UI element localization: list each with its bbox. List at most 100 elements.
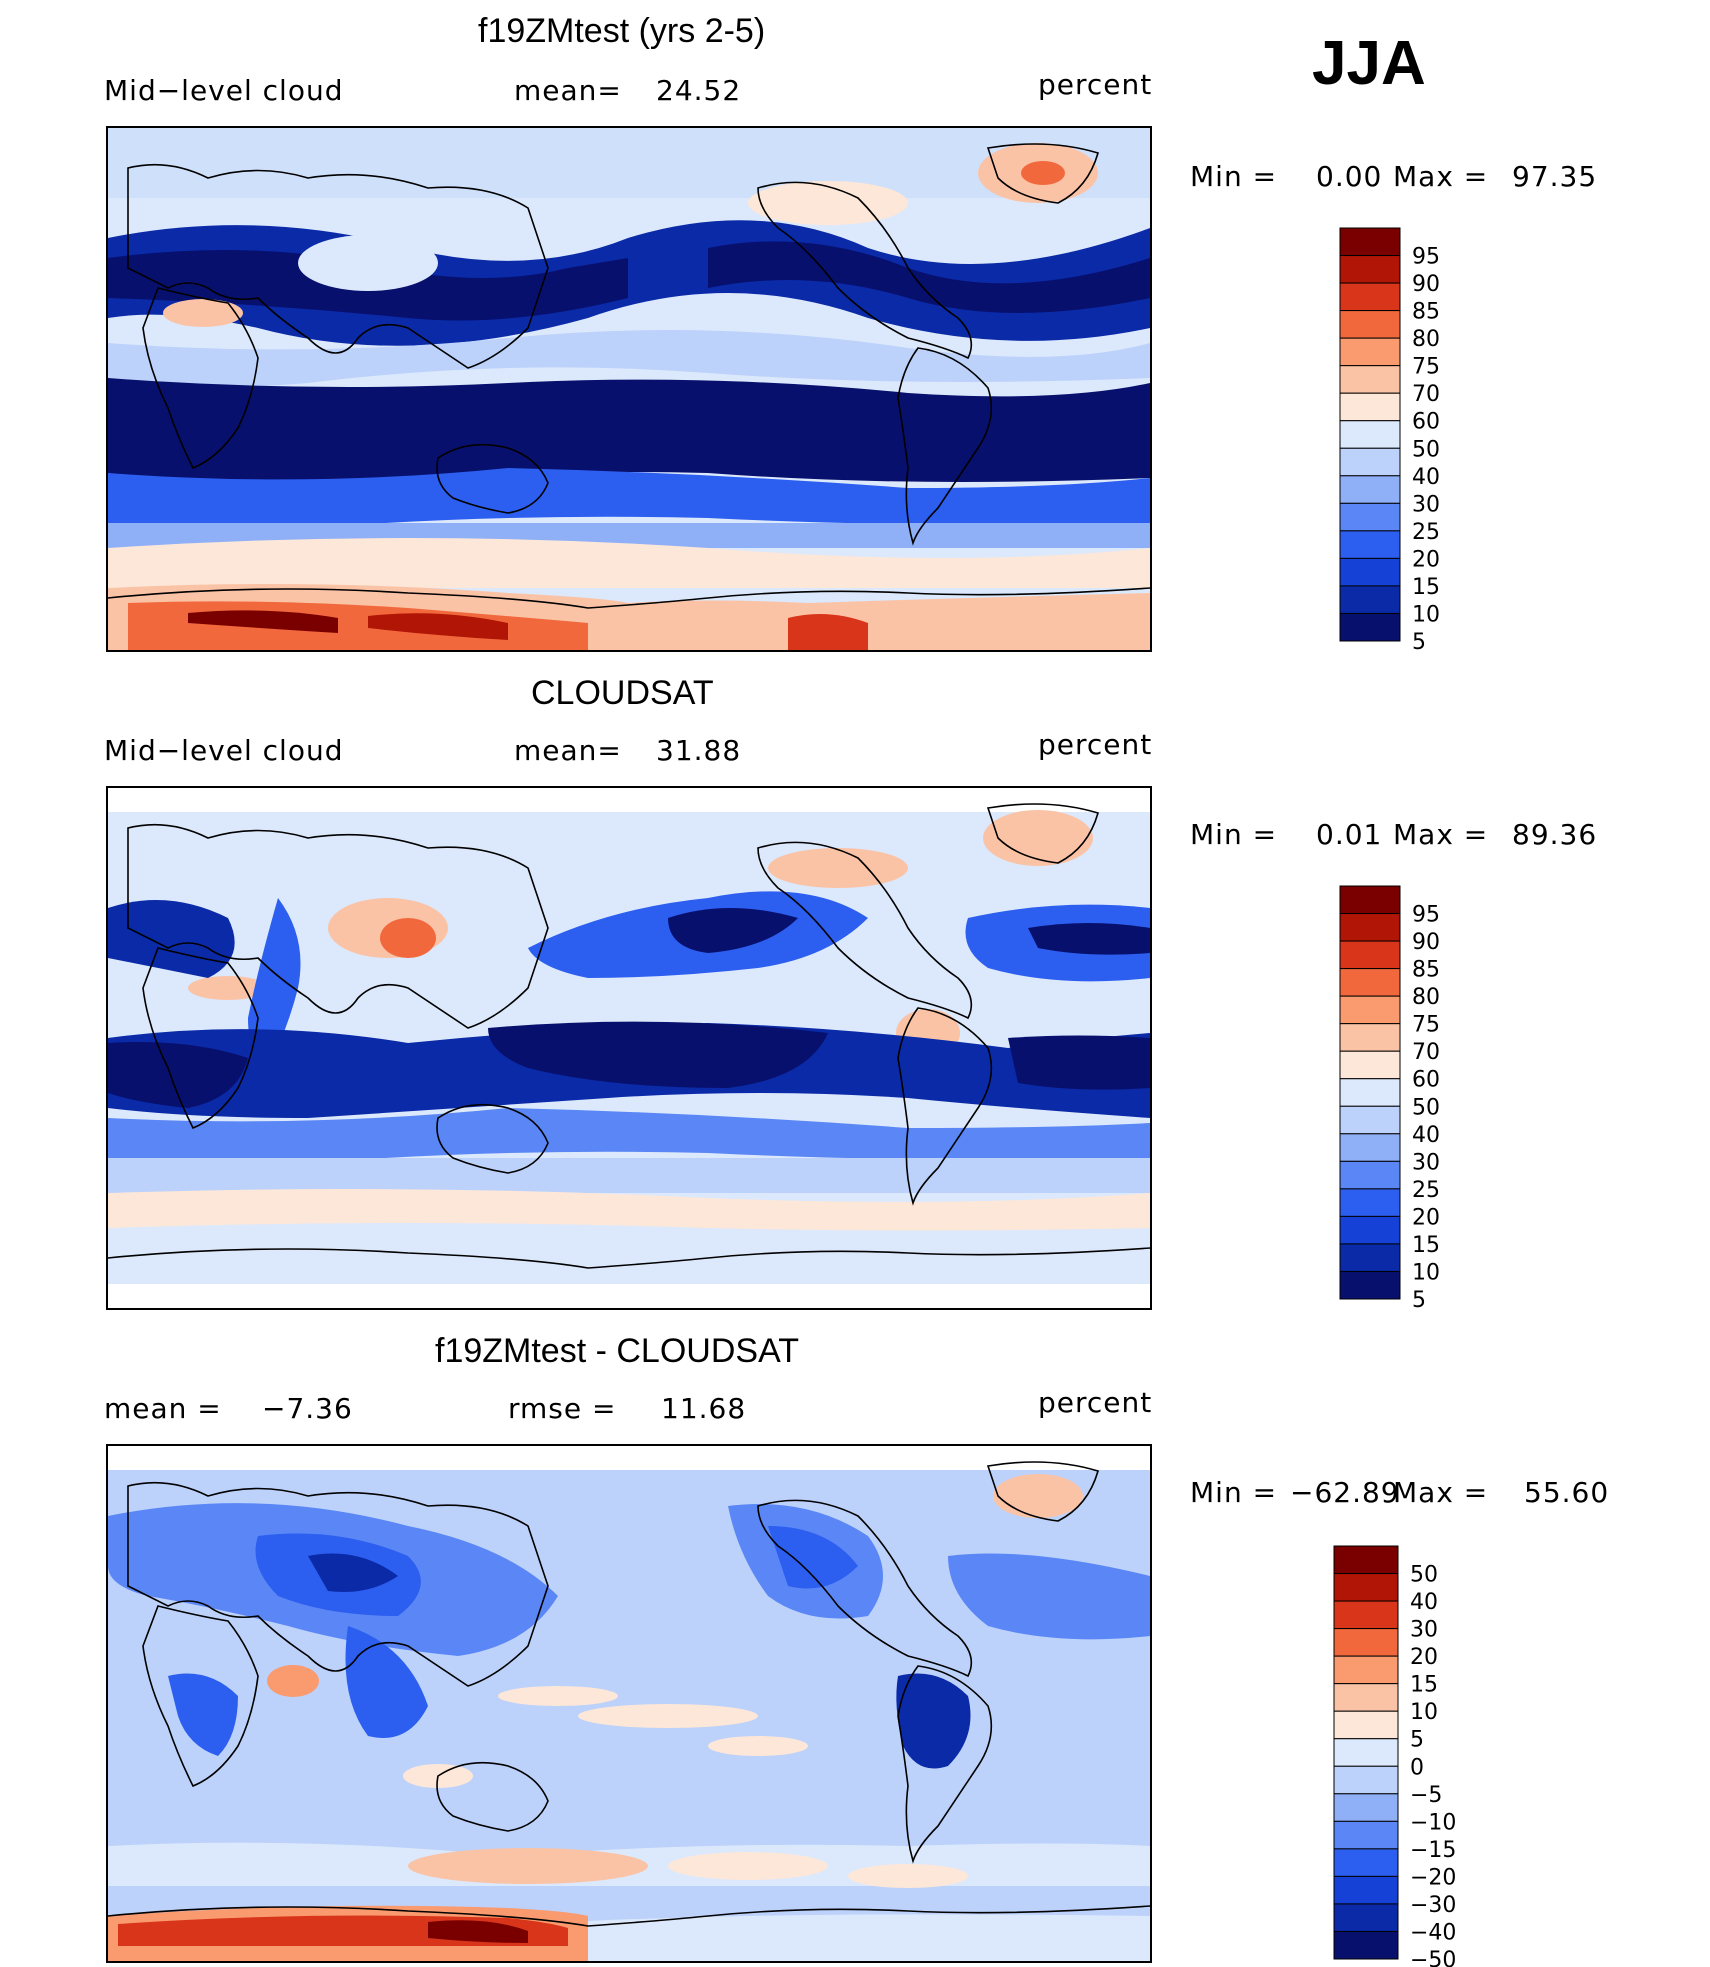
panel3-mean-value: −7.36 — [262, 1392, 353, 1425]
colorbar-tick-label: 40 — [1412, 1123, 1440, 1148]
panel2-mean-value: 31.88 — [656, 734, 742, 767]
colorbar-swatch — [1339, 1078, 1401, 1107]
colorbar-tick-label: 10 — [1412, 602, 1440, 627]
panel3-map — [106, 1444, 1152, 1963]
colorbar-tick-label: 95 — [1412, 245, 1440, 270]
colorbar-tick-label: 50 — [1410, 1563, 1438, 1588]
colorbar-swatch — [1333, 1628, 1399, 1657]
colorbar-swatch — [1339, 885, 1401, 915]
panel2-min-label: Min = — [1190, 818, 1278, 851]
colorbar-swatch — [1339, 1215, 1401, 1245]
colorbar-swatch — [1339, 940, 1401, 970]
colorbar-tick-label: 75 — [1412, 355, 1440, 380]
colorbar-tick-label: 80 — [1412, 327, 1440, 352]
colorbar-swatch — [1339, 995, 1401, 1025]
panel3-units: percent — [1038, 1386, 1153, 1419]
panel3-title: f19ZMtest - CLOUDSAT — [435, 1332, 799, 1370]
colorbar-swatch — [1339, 447, 1401, 477]
panel3-map-svg — [108, 1446, 1150, 1961]
panel2-mean-label: mean= — [514, 734, 622, 767]
colorbar-swatch — [1339, 1050, 1401, 1080]
colorbar-swatch — [1339, 968, 1401, 997]
colorbar-tick-label: 30 — [1412, 1150, 1440, 1175]
panel1-mean-label: mean= — [514, 74, 622, 107]
colorbar-swatch — [1333, 1903, 1399, 1932]
colorbar-swatch — [1339, 475, 1401, 504]
panel2-units: percent — [1038, 728, 1153, 761]
colorbar-swatch — [1339, 1105, 1401, 1135]
panel2-variable-label: Mid−level cloud — [104, 734, 344, 767]
colorbar-swatch — [1333, 1848, 1399, 1877]
panel1-units: percent — [1038, 68, 1153, 101]
colorbar-swatch — [1339, 365, 1401, 394]
colorbar-swatch — [1339, 1160, 1401, 1190]
colorbar-tick-label: 25 — [1412, 1178, 1440, 1203]
colorbar-tick-label: 5 — [1412, 1288, 1426, 1313]
colorbar-tick-label: 5 — [1412, 630, 1426, 655]
colorbar-tick-label: 15 — [1412, 1233, 1440, 1258]
colorbar-tick-label: 50 — [1412, 1095, 1440, 1120]
colorbar-tick-label: 75 — [1412, 1013, 1440, 1038]
colorbar-tick-label: 30 — [1412, 492, 1440, 517]
colorbar-tick-label: 90 — [1412, 272, 1440, 297]
panel1-variable-label: Mid−level cloud — [104, 74, 344, 107]
colorbar-swatch — [1339, 255, 1401, 284]
colorbar-swatch — [1339, 1023, 1401, 1052]
colorbar-tick-label: −5 — [1410, 1783, 1442, 1808]
panel3-rmse-label: rmse = — [508, 1392, 617, 1425]
colorbar-tick-label: 30 — [1410, 1618, 1438, 1643]
colorbar-swatch — [1333, 1655, 1399, 1685]
colorbar-tick-label: 85 — [1412, 300, 1440, 325]
panel3-min-value: −62.89 — [1290, 1476, 1400, 1509]
panel2-max-value: 89.36 — [1512, 818, 1598, 851]
colorbar-tick-label: 15 — [1412, 575, 1440, 600]
colorbar-tick-label: 5 — [1410, 1728, 1424, 1753]
colorbar-swatch — [1339, 612, 1401, 642]
colorbar-tick-label: 40 — [1410, 1590, 1438, 1615]
colorbar-swatch — [1339, 1188, 1401, 1217]
colorbar-tick-label: 10 — [1412, 1260, 1440, 1285]
panel2-min-value: 0.01 — [1316, 818, 1383, 851]
colorbar-swatch — [1339, 1133, 1401, 1162]
colorbar-swatch — [1339, 530, 1401, 559]
colorbar-swatch — [1339, 337, 1401, 367]
colorbar-swatch — [1339, 420, 1401, 449]
colorbar-swatch — [1333, 1545, 1399, 1575]
panel3-colorbar: 50 40 30 20 15 10 5 0 −5 −10 −15 −20 −30 −40 −50 — [1333, 1545, 1456, 1967]
colorbar-swatch — [1339, 557, 1401, 587]
colorbar-swatch — [1333, 1793, 1399, 1822]
colorbar-tick-label: 60 — [1412, 1068, 1440, 1093]
colorbar-swatch — [1333, 1875, 1399, 1905]
panel3-rmse-value: 11.68 — [661, 1392, 747, 1425]
colorbar-tick-label: 20 — [1412, 547, 1440, 572]
colorbar-tick-label: 60 — [1412, 410, 1440, 435]
colorbar-swatch — [1333, 1820, 1399, 1850]
panel2-title: CLOUDSAT — [531, 674, 714, 712]
colorbar-swatch — [1339, 1243, 1401, 1272]
colorbar-tick-label: 80 — [1412, 985, 1440, 1010]
colorbar-tick-label: 95 — [1412, 903, 1440, 928]
panel1-max-value: 97.35 — [1512, 160, 1598, 193]
colorbar-tick-label: −40 — [1410, 1920, 1456, 1945]
panel1-map — [106, 126, 1152, 652]
colorbar-tick-label: −30 — [1410, 1893, 1456, 1918]
panel2-colorbar: 95 90 85 80 75 70 60 50 40 30 25 20 15 10 5 — [1339, 885, 1440, 1313]
colorbar-tick-label: 90 — [1412, 930, 1440, 955]
panel3-mean-label: mean = — [104, 1392, 222, 1425]
colorbar-swatch — [1333, 1738, 1399, 1767]
colorbar-tick-label: 85 — [1412, 958, 1440, 983]
colorbar-tick-label: 15 — [1410, 1673, 1438, 1698]
panel1-mean-value: 24.52 — [656, 74, 742, 107]
panel3-max-value: 55.60 — [1524, 1476, 1610, 1509]
colorbar-swatch — [1339, 585, 1401, 614]
panel1-max-label: Max = — [1393, 160, 1489, 193]
colorbar-swatch — [1333, 1600, 1399, 1630]
colorbar-swatch — [1339, 502, 1401, 532]
panel2-map-svg — [108, 788, 1150, 1308]
colorbar-tick-label: 50 — [1412, 437, 1440, 462]
colorbar-tick-label: −15 — [1410, 1838, 1456, 1863]
season-label: JJA — [1312, 29, 1426, 98]
panel1-title: f19ZMtest (yrs 2-5) — [478, 12, 766, 50]
